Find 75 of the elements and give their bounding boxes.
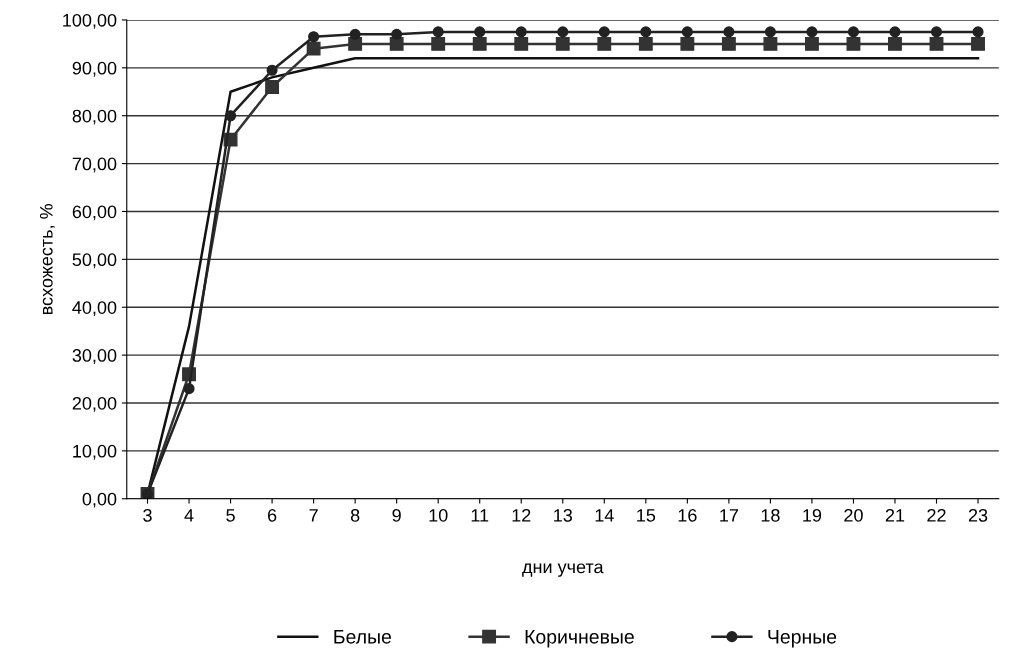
x-tick-label: 18 bbox=[761, 508, 780, 522]
point bbox=[183, 383, 195, 395]
point bbox=[930, 26, 943, 38]
point bbox=[846, 36, 861, 51]
point bbox=[681, 26, 693, 38]
x-tick-label: 10 bbox=[429, 508, 448, 522]
y-tick-label: 70,00 bbox=[72, 157, 117, 173]
x-tick-label: 8 bbox=[350, 508, 360, 522]
point bbox=[598, 26, 610, 38]
legend-label: Белые bbox=[334, 630, 391, 644]
x-tick-label: 7 bbox=[309, 509, 318, 522]
x-tick-label: 14 bbox=[595, 509, 614, 522]
y-tick-label: 30,00 bbox=[72, 349, 117, 364]
y-axis-title: всхожесть, % bbox=[39, 203, 55, 315]
point bbox=[763, 36, 778, 51]
x-tick-label: 23 bbox=[968, 508, 988, 522]
point bbox=[514, 36, 529, 51]
x-axis-title: дни учета bbox=[522, 563, 604, 577]
legend-label: Коричневые bbox=[525, 630, 634, 648]
point bbox=[764, 26, 776, 38]
x-tick-label: 13 bbox=[554, 508, 573, 522]
point bbox=[308, 31, 320, 43]
x-tick-label: 12 bbox=[512, 508, 531, 522]
point bbox=[306, 41, 321, 56]
point bbox=[971, 36, 985, 51]
point bbox=[889, 26, 901, 38]
point bbox=[888, 36, 902, 51]
point bbox=[474, 26, 486, 38]
y-tick-label: 40,00 bbox=[72, 301, 117, 317]
x-tick-label: 4 bbox=[184, 509, 194, 522]
point bbox=[431, 36, 446, 51]
y-tick-label: 80,00 bbox=[72, 109, 117, 125]
y-tick-label: 0,00 bbox=[82, 492, 117, 508]
x-tick-label: 9 bbox=[392, 508, 401, 522]
point bbox=[472, 36, 487, 51]
point bbox=[640, 26, 652, 38]
point bbox=[597, 36, 612, 51]
point bbox=[972, 26, 984, 38]
x-tick-label: 19 bbox=[803, 508, 822, 522]
point bbox=[638, 36, 653, 51]
point bbox=[432, 26, 444, 38]
y-tick-label: 10,00 bbox=[73, 444, 117, 460]
legend-label: Черные bbox=[768, 630, 837, 648]
x-tick-label: 15 bbox=[637, 509, 656, 522]
x-tick-label: 6 bbox=[267, 508, 277, 522]
x-tick-label: 16 bbox=[678, 508, 697, 522]
point bbox=[515, 26, 527, 38]
point bbox=[266, 64, 278, 76]
point bbox=[929, 36, 944, 51]
x-tick-label: 21 bbox=[885, 508, 905, 522]
y-tick-label: 60,00 bbox=[72, 205, 117, 221]
x-tick-label: 20 bbox=[844, 508, 863, 522]
point bbox=[555, 36, 570, 51]
point bbox=[225, 110, 237, 122]
y-tick-label: 100,00 bbox=[63, 13, 117, 29]
point bbox=[391, 28, 403, 40]
point bbox=[265, 80, 280, 94]
point bbox=[721, 36, 736, 51]
point bbox=[348, 36, 363, 51]
y-tick-label: 90,00 bbox=[72, 61, 117, 77]
point bbox=[806, 26, 818, 38]
point bbox=[389, 36, 404, 51]
x-tick-label: 17 bbox=[720, 509, 739, 522]
y-tick-label: 50,00 bbox=[72, 253, 117, 269]
point bbox=[804, 36, 819, 51]
x-tick-label: 5 bbox=[226, 509, 235, 522]
x-tick-label: 11 bbox=[471, 509, 489, 522]
point bbox=[680, 36, 695, 51]
point bbox=[349, 28, 361, 40]
x-tick-label: 3 bbox=[143, 508, 152, 522]
x-tick-label: 22 bbox=[927, 508, 946, 522]
y-tick-label: 20,00 bbox=[72, 396, 117, 412]
point bbox=[557, 26, 569, 38]
point bbox=[847, 26, 860, 38]
point bbox=[723, 26, 735, 38]
